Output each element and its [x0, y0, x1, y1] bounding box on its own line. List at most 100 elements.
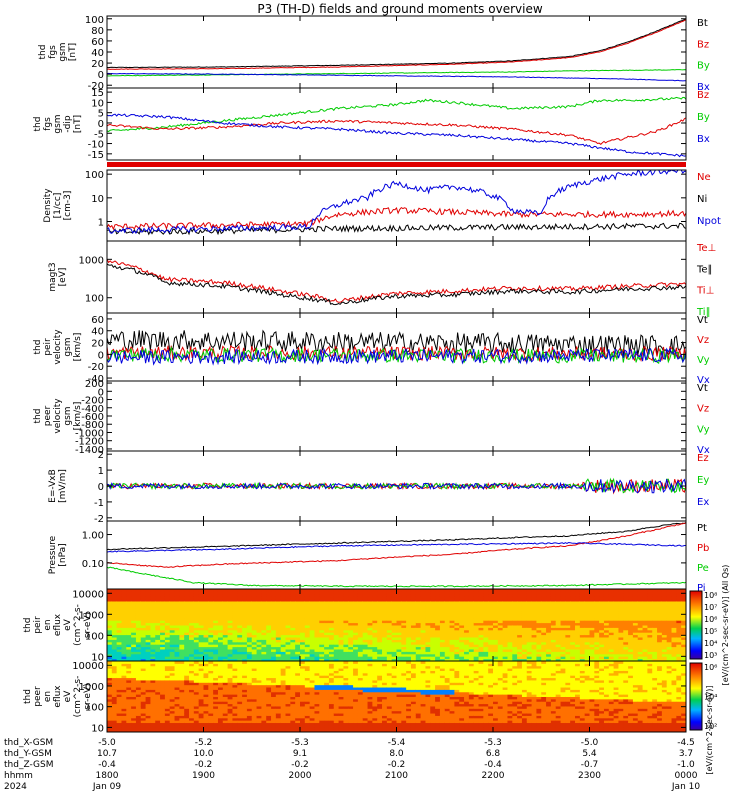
heatmap-cell	[140, 649, 147, 652]
heatmap-cell	[107, 694, 113, 697]
heatmap-cell	[603, 632, 610, 636]
heatmap-cell	[497, 601, 504, 604]
heatmap-cell	[319, 617, 325, 621]
heatmap-cell	[271, 629, 277, 633]
y-axis-label: [nPa]	[58, 543, 68, 566]
heatmap-cell	[116, 729, 122, 733]
y-tick-label: -40	[88, 374, 104, 385]
heatmap-cell	[642, 656, 648, 660]
heatmap-cell	[135, 689, 142, 693]
heatmap-cell	[285, 658, 291, 662]
heatmap-cell	[111, 608, 118, 612]
heatmap-cell	[222, 684, 229, 688]
heatmap-cell	[628, 610, 634, 614]
heatmap-cell	[628, 589, 634, 592]
heatmap-cell	[126, 620, 132, 624]
heatmap-cell	[261, 663, 267, 667]
heatmap-cell	[425, 656, 431, 660]
heatmap-cell	[507, 653, 513, 657]
heatmap-cell	[502, 613, 508, 616]
heatmap-cell	[131, 634, 137, 638]
heatmap-cell	[227, 672, 233, 676]
heatmap-cell	[415, 615, 422, 619]
heatmap-cell	[493, 598, 499, 602]
series-line-Ni	[106, 222, 687, 236]
heatmap-cell	[237, 620, 243, 624]
heatmap-cell	[140, 608, 147, 612]
heatmap-cell	[497, 622, 504, 626]
heatmap-cell	[473, 601, 480, 604]
heatmap-cell	[111, 672, 118, 676]
heatmap-cell	[232, 670, 238, 674]
heatmap-cell	[647, 622, 653, 626]
y-axis-label: peir	[43, 338, 53, 356]
heatmap-cell	[632, 656, 639, 660]
heatmap-cell	[439, 591, 446, 595]
heatmap-cell	[232, 677, 238, 681]
heatmap-cell	[290, 608, 296, 612]
heatmap-cell	[198, 715, 204, 719]
heatmap-cell	[169, 601, 176, 604]
heatmap-cell	[227, 605, 233, 609]
heatmap-cell	[454, 649, 460, 652]
heatmap-cell	[459, 598, 465, 602]
heatmap-cell	[406, 625, 412, 628]
heatmap-cell	[261, 637, 267, 640]
heatmap-cell	[242, 620, 248, 624]
heatmap-cell	[637, 620, 644, 624]
heatmap-cell	[377, 620, 383, 624]
heatmap-cell	[338, 589, 344, 592]
heatmap-cell	[242, 613, 248, 616]
heatmap-cell	[382, 598, 388, 602]
heatmap-cell	[121, 679, 127, 683]
heatmap-cell	[517, 589, 523, 592]
heatmap-cell	[131, 715, 137, 719]
heatmap-cell	[169, 658, 176, 662]
heatmap-cell	[213, 610, 219, 614]
heatmap-cell	[213, 694, 219, 697]
heatmap-cell	[251, 663, 258, 667]
heatmap-cell	[227, 663, 233, 667]
heatmap-cell	[319, 625, 325, 628]
heatmap-cell	[565, 634, 571, 638]
heatmap-cell	[107, 653, 113, 657]
heatmap-cell	[217, 724, 224, 728]
heatmap-cell	[314, 656, 320, 660]
heatmap-cell	[280, 634, 287, 638]
heatmap-cell	[155, 672, 161, 676]
heatmap-cell	[150, 589, 156, 592]
heatmap-cell	[430, 646, 436, 650]
heatmap-cell	[140, 672, 147, 676]
heatmap-cell	[502, 610, 508, 614]
heatmap-cell	[189, 608, 195, 612]
heatmap-cell	[193, 694, 200, 697]
heatmap-cell	[107, 627, 113, 631]
heatmap-cell	[213, 625, 219, 628]
heatmap-cell	[652, 634, 658, 638]
heatmap-cell	[623, 653, 629, 657]
heatmap-cell	[237, 717, 243, 721]
heatmap-cell	[406, 605, 412, 609]
heatmap-cell	[266, 601, 272, 604]
heatmap-cell	[468, 644, 475, 648]
heatmap-cell	[126, 679, 132, 683]
heatmap-cell	[193, 646, 200, 650]
heatmap-cell	[256, 644, 262, 648]
heatmap-cell	[237, 724, 243, 728]
heatmap-cell	[623, 603, 629, 607]
heatmap-cell	[420, 593, 426, 597]
heatmap-cell	[502, 632, 508, 636]
heatmap-cell	[285, 656, 291, 660]
heatmap-cell	[135, 637, 142, 640]
heatmap-cell	[497, 620, 504, 624]
heatmap-cell	[488, 613, 494, 616]
heatmap-cell	[155, 601, 161, 604]
heatmap-cell	[531, 646, 537, 650]
heatmap-cell	[343, 598, 349, 602]
heatmap-cell	[348, 603, 354, 607]
heatmap-cell	[135, 701, 142, 705]
heatmap-cell	[517, 605, 523, 609]
heatmap-cell	[676, 649, 682, 652]
heatmap-cell	[415, 591, 422, 595]
heatmap-cell	[135, 632, 142, 636]
